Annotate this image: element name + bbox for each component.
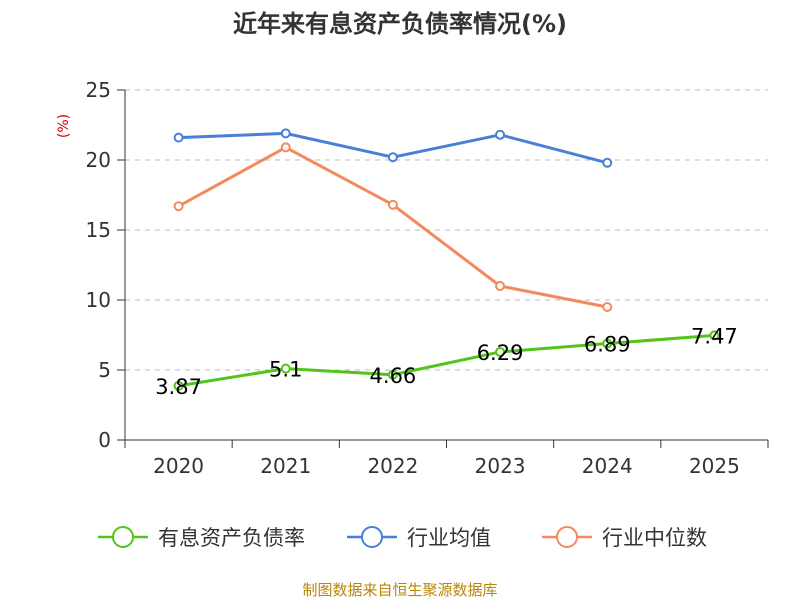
data-label: 7.47	[691, 324, 738, 348]
grid-lines	[125, 89, 768, 371]
data-labels: 3.87 5.1 4.66 6.29 6.89 7.47	[155, 324, 738, 398]
data-point[interactable]	[280, 142, 291, 153]
y-tick-label: 15	[86, 218, 111, 242]
data-point[interactable]	[173, 132, 184, 143]
series-line	[178, 333, 715, 388]
legend-marker	[556, 526, 578, 548]
y-tick-label: 10	[86, 288, 111, 312]
chart-title: 近年来有息资产负债率情况(%)	[233, 10, 567, 38]
legend-marker	[112, 526, 134, 548]
data-point[interactable]	[709, 330, 720, 341]
legend-label: 行业中位数	[602, 526, 707, 550]
series-lines	[173, 128, 720, 391]
data-point[interactable]	[495, 281, 506, 291]
y-tick-label: 25	[86, 78, 111, 102]
legend-item[interactable]: 行业均值	[347, 526, 491, 550]
data-point[interactable]	[495, 129, 506, 140]
series-line	[177, 145, 608, 309]
y-tick-label: 0	[98, 428, 111, 452]
x-tick-label: 2023	[475, 454, 526, 478]
data-point[interactable]	[280, 128, 291, 139]
legend[interactable]: 有息资产负债率 行业均值 行业中位数	[98, 526, 707, 550]
x-tick-label: 2024	[582, 454, 633, 478]
x-tick-label: 2022	[367, 454, 418, 478]
legend-item[interactable]: 行业中位数	[542, 526, 707, 550]
x-tick-label: 2025	[689, 454, 740, 478]
legend-item[interactable]: 有息资产负债率	[98, 526, 305, 550]
legend-marker	[361, 526, 383, 548]
data-label: 4.66	[370, 364, 417, 388]
data-point[interactable]	[495, 346, 506, 357]
data-label: 6.89	[584, 333, 631, 357]
data-point[interactable]	[602, 302, 613, 312]
data-label: 5.1	[269, 358, 302, 382]
source-note: 制图数据来自恒生聚源数据库	[302, 581, 497, 599]
data-point[interactable]	[173, 380, 184, 391]
data-label: 3.87	[155, 375, 202, 399]
data-point[interactable]	[387, 152, 398, 163]
data-point[interactable]	[173, 201, 184, 212]
data-point[interactable]	[602, 338, 613, 349]
data-point[interactable]	[280, 363, 291, 374]
data-point[interactable]	[387, 369, 398, 380]
x-tick-label: 2020	[153, 454, 204, 478]
legend-label: 行业均值	[407, 526, 491, 550]
y-axis-unit: (%)	[56, 114, 72, 138]
legend-label: 有息资产负债率	[158, 526, 305, 550]
data-point[interactable]	[387, 199, 398, 210]
y-tick-label: 20	[86, 148, 111, 172]
x-tick-label: 2021	[260, 454, 311, 478]
data-point[interactable]	[602, 157, 613, 168]
y-tick-label: 5	[98, 358, 111, 382]
data-label: 6.29	[477, 341, 524, 365]
